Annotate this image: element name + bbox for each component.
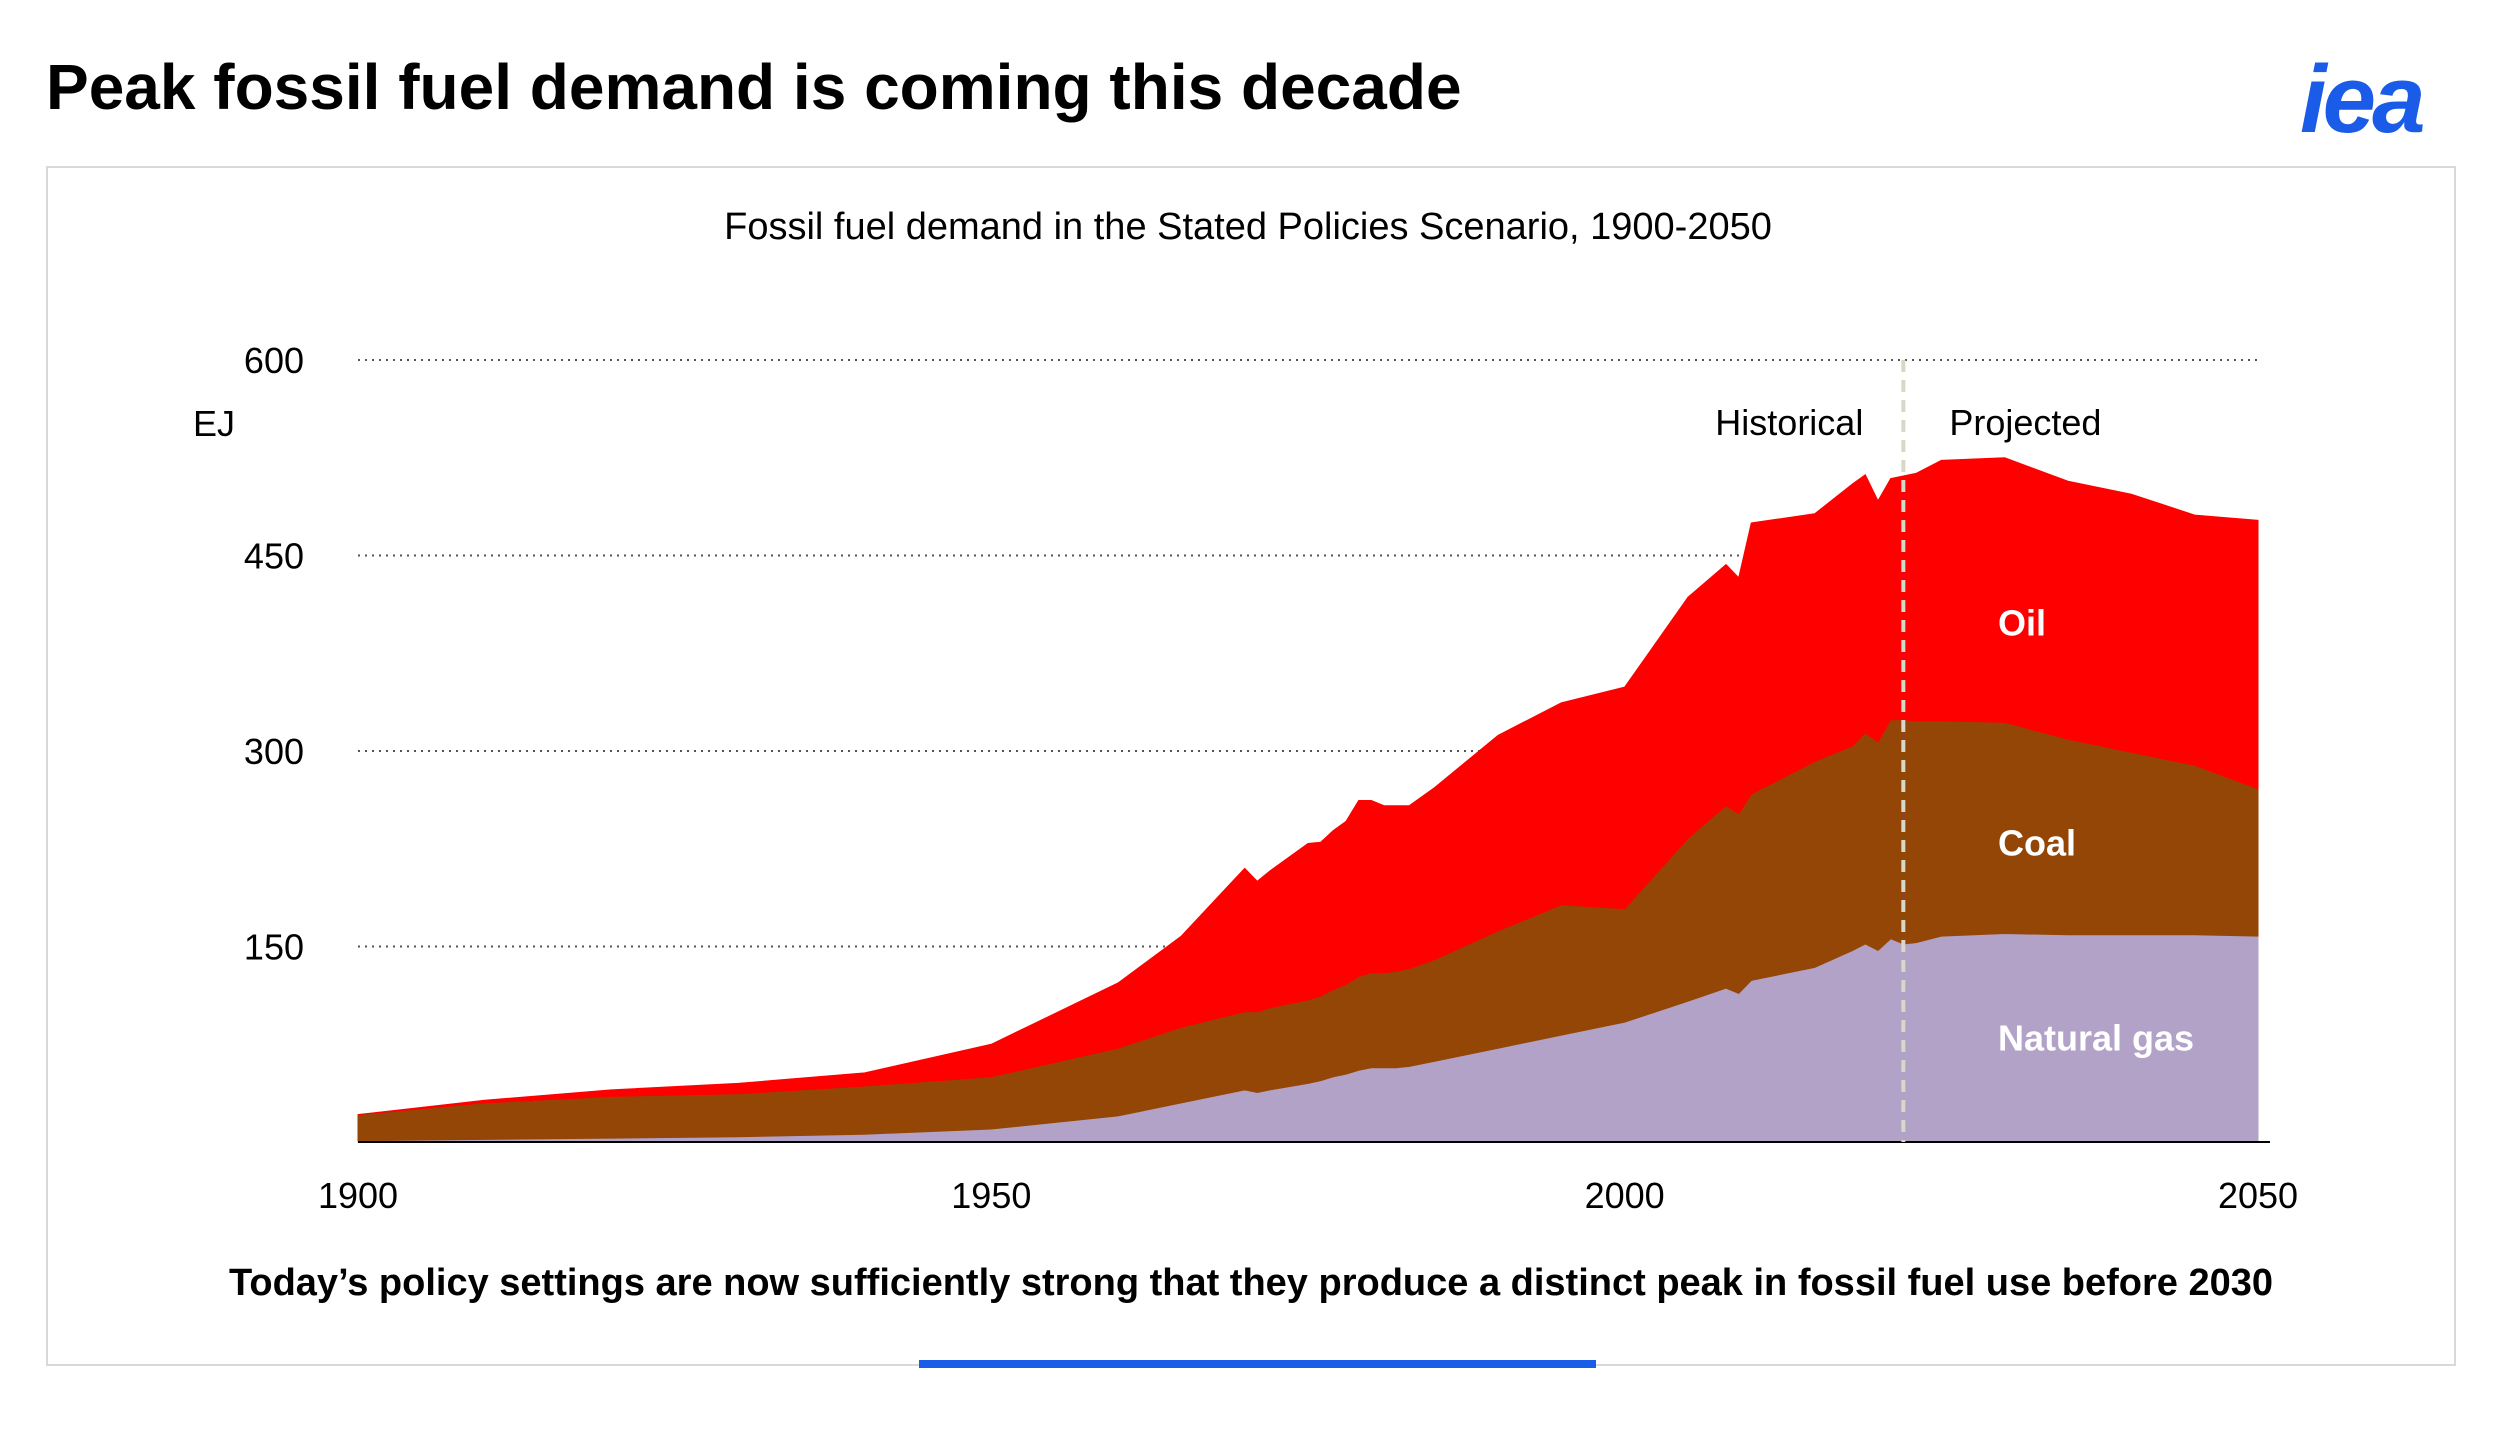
historical-label: Historical xyxy=(1715,402,1863,443)
projected-label: Projected xyxy=(1949,402,2101,443)
series-label-natural-gas: Natural gas xyxy=(1998,1017,2194,1058)
chart-title: Fossil fuel demand in the Stated Policie… xyxy=(724,206,1772,248)
chart-caption: Today’s policy settings are now sufficie… xyxy=(228,1262,2274,1304)
area-oil xyxy=(357,457,2259,1116)
chart-panel: Fossil fuel demand in the Stated Policie… xyxy=(46,166,2456,1366)
page-title: Peak fossil fuel demand is coming this d… xyxy=(46,51,1462,123)
x-tick-label-2000: 2000 xyxy=(1585,1175,1665,1216)
series-label-oil: Oil xyxy=(1998,602,2046,643)
y-axis-label: EJ xyxy=(193,403,235,444)
y-tick-label-600: 600 xyxy=(244,340,304,381)
iea-logo: iea xyxy=(2300,46,2425,153)
y-tick-label-300: 300 xyxy=(244,731,304,772)
series-label-coal: Coal xyxy=(1998,823,2076,864)
x-tick-label-1900: 1900 xyxy=(318,1175,398,1216)
y-tick-label-450: 450 xyxy=(244,536,304,577)
y-tick-label-150: 150 xyxy=(244,927,304,968)
accent-bar xyxy=(919,1360,1596,1368)
x-tick-label-2050: 2050 xyxy=(2218,1175,2298,1216)
x-tick-label-1950: 1950 xyxy=(951,1175,1031,1216)
stacked-area-chart: Fossil fuel demand in the Stated Policie… xyxy=(193,206,2298,1216)
